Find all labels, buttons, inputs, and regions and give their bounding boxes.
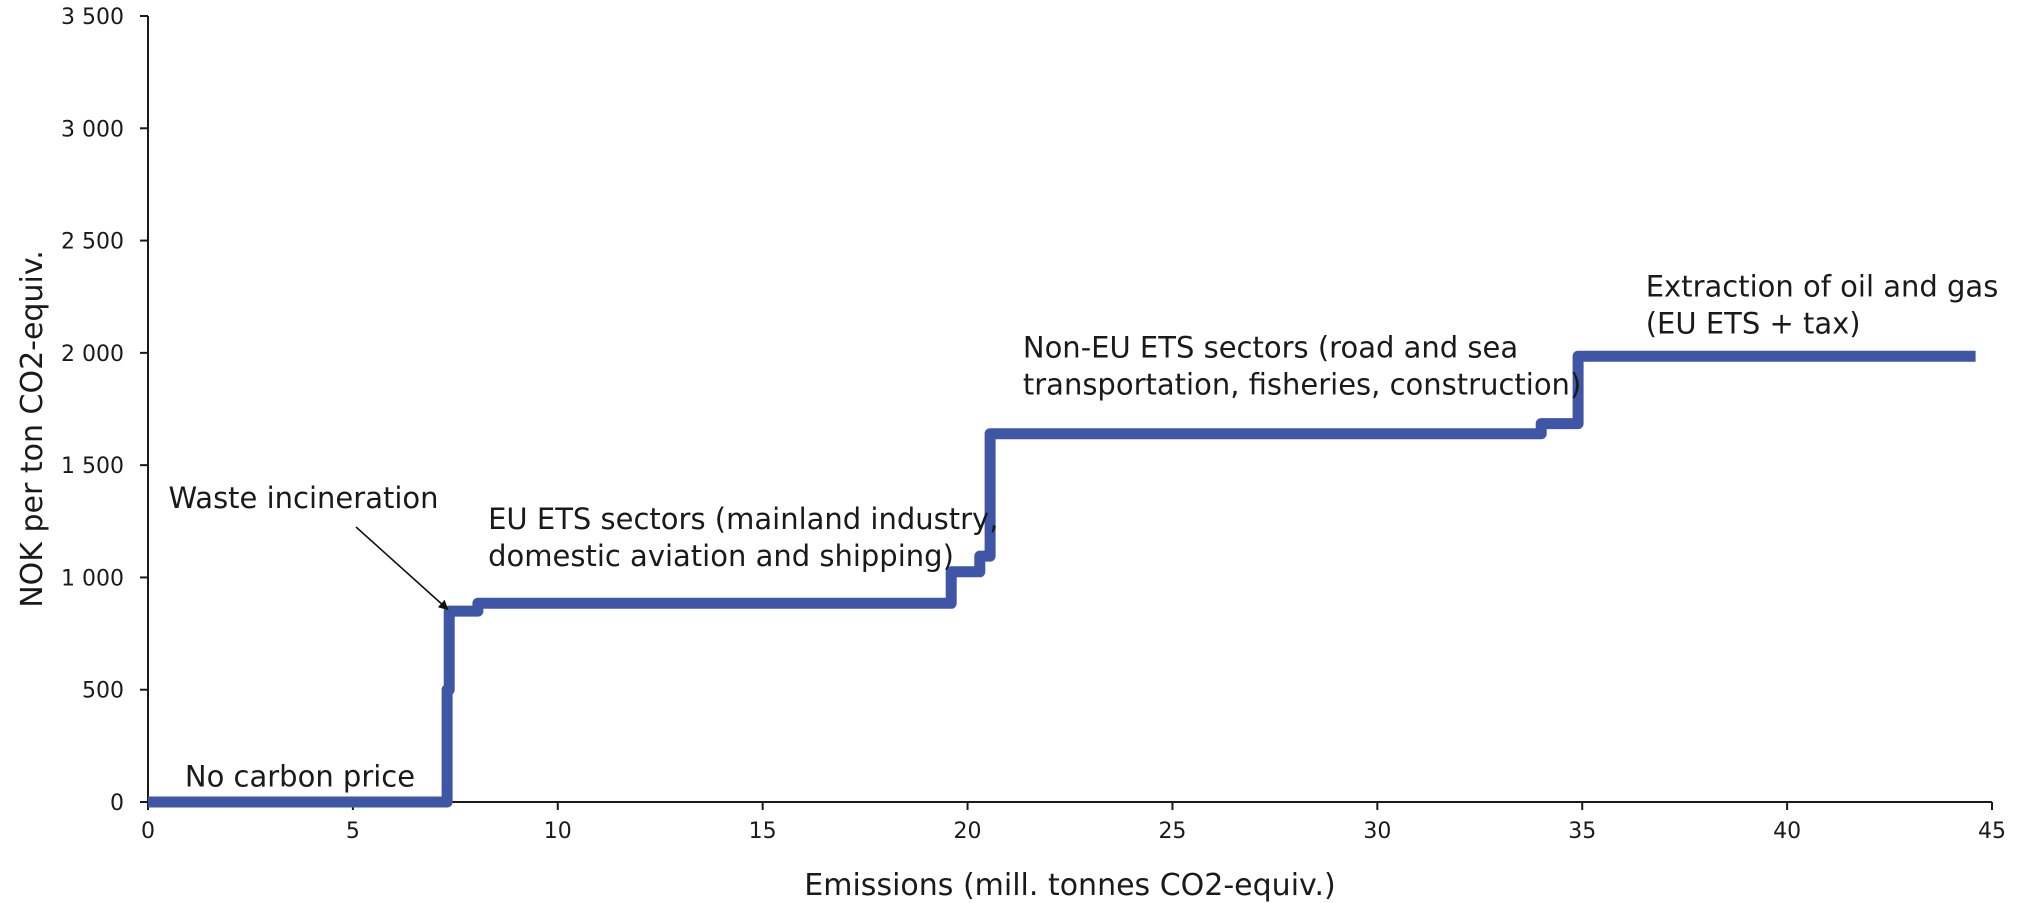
x-tick-label: 30 (1363, 819, 1391, 844)
y-tick-label: 0 (110, 791, 124, 816)
annotation-text: (EU ETS + tax) (1646, 307, 1861, 341)
annotation-text: Waste incineration (168, 481, 438, 515)
y-tick-label: 1 000 (61, 566, 124, 591)
annotation-text: EU ETS sectors (mainland industry, (488, 502, 998, 536)
x-tick-label: 0 (141, 819, 155, 844)
x-tick-label: 25 (1158, 819, 1186, 844)
annotation-text: No carbon price (185, 759, 415, 793)
x-axis-title: Emissions (mill. tonnes CO2-equiv.) (804, 868, 1335, 903)
annotation: EU ETS sectors (mainland industry,domest… (488, 502, 998, 573)
y-tick-label: 2 000 (61, 342, 124, 367)
y-tick-label: 1 500 (61, 454, 124, 479)
annotation: Waste incineration (168, 481, 449, 611)
annotation-text: transportation, fisheries, construction) (1023, 367, 1581, 401)
y-tick-label: 500 (82, 679, 124, 704)
annotation-text: domestic aviation and shipping) (488, 539, 954, 573)
x-tick-label: 15 (749, 819, 777, 844)
series-layer (148, 350, 1976, 808)
annotation-layer: No carbon price Waste incineration EU ETS … (168, 270, 1998, 794)
x-tick-label: 35 (1568, 819, 1596, 844)
series-line (148, 350, 1976, 808)
y-tick-label: 3 000 (61, 117, 124, 142)
y-tick-label: 2 500 (61, 230, 124, 255)
annotation-text: Extraction of oil and gas (1646, 270, 1999, 304)
x-tick-label: 20 (954, 819, 982, 844)
annotation-arrow (355, 526, 449, 611)
y-tick-label: 3 500 (61, 5, 124, 30)
x-tick-label: 5 (346, 819, 360, 844)
annotation: Extraction of oil and gas(EU ETS + tax) (1646, 270, 1999, 341)
annotation-text: Non-EU ETS sectors (road and sea (1023, 330, 1518, 364)
x-tick-label: 40 (1773, 819, 1801, 844)
x-axis: 0 5 10 15 20 25 30 35 40 45 (141, 801, 2006, 844)
y-axis: 0 500 1 000 1 500 2 000 2 500 3 000 3 500 (61, 5, 149, 816)
x-tick-label: 10 (544, 819, 572, 844)
annotation: Non-EU ETS sectors (road and seatranspor… (1023, 330, 1581, 401)
y-axis-title: NOK per ton CO2-equiv. (15, 250, 50, 608)
annotation: No carbon price (185, 759, 415, 793)
x-tick-label: 45 (1978, 819, 2006, 844)
